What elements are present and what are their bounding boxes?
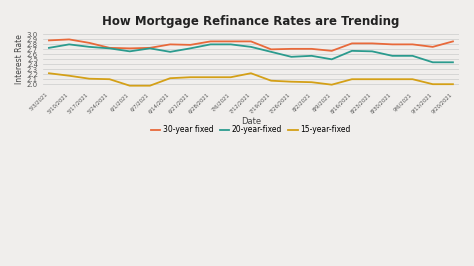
20-year-fixed	[349, 49, 355, 52]
15-year-fixed	[66, 74, 72, 77]
20-year-fixed	[430, 61, 436, 64]
30-year fixed	[46, 39, 52, 42]
Y-axis label: Interest Rate: Interest Rate	[15, 34, 24, 84]
20-year-fixed	[107, 47, 112, 50]
15-year-fixed	[127, 84, 133, 87]
15-year-fixed	[208, 76, 213, 79]
20-year-fixed	[289, 55, 294, 59]
Title: How Mortgage Refinance Rates are Trending: How Mortgage Refinance Rates are Trendin…	[102, 15, 400, 28]
15-year-fixed	[430, 82, 436, 86]
15-year-fixed	[309, 81, 314, 84]
30-year fixed	[127, 47, 133, 50]
20-year-fixed	[167, 50, 173, 53]
15-year-fixed	[289, 80, 294, 83]
15-year-fixed	[147, 84, 153, 87]
Legend: 30-year fixed, 20-year-fixed, 15-year-fixed: 30-year fixed, 20-year-fixed, 15-year-fi…	[148, 122, 354, 137]
20-year-fixed	[248, 45, 254, 48]
30-year fixed	[369, 42, 375, 45]
30-year fixed	[268, 48, 274, 51]
15-year-fixed	[107, 78, 112, 81]
20-year-fixed	[66, 43, 72, 46]
30-year fixed	[289, 47, 294, 51]
15-year-fixed	[167, 77, 173, 80]
15-year-fixed	[188, 76, 193, 79]
30-year fixed	[167, 43, 173, 46]
30-year fixed	[410, 43, 415, 46]
30-year fixed	[86, 41, 92, 44]
30-year fixed	[107, 46, 112, 49]
30-year fixed	[147, 46, 153, 49]
Line: 20-year-fixed: 20-year-fixed	[49, 44, 453, 62]
X-axis label: Date: Date	[241, 117, 261, 126]
30-year fixed	[349, 42, 355, 45]
20-year-fixed	[147, 47, 153, 50]
30-year fixed	[66, 38, 72, 41]
20-year-fixed	[188, 47, 193, 50]
30-year fixed	[208, 40, 213, 43]
15-year-fixed	[329, 83, 335, 86]
15-year-fixed	[86, 77, 92, 80]
Line: 15-year-fixed: 15-year-fixed	[49, 73, 453, 86]
15-year-fixed	[228, 76, 234, 79]
30-year fixed	[390, 43, 395, 46]
Line: 30-year fixed: 30-year fixed	[49, 39, 453, 51]
20-year-fixed	[86, 45, 92, 48]
15-year-fixed	[450, 82, 456, 86]
20-year-fixed	[208, 43, 213, 46]
20-year-fixed	[329, 58, 335, 61]
15-year-fixed	[46, 72, 52, 75]
20-year-fixed	[410, 54, 415, 57]
20-year-fixed	[268, 50, 274, 53]
20-year-fixed	[127, 50, 133, 53]
15-year-fixed	[248, 72, 254, 75]
20-year-fixed	[390, 54, 395, 57]
20-year-fixed	[450, 61, 456, 64]
15-year-fixed	[390, 78, 395, 81]
20-year-fixed	[228, 43, 234, 46]
20-year-fixed	[369, 50, 375, 53]
30-year fixed	[309, 47, 314, 51]
15-year-fixed	[268, 79, 274, 82]
30-year fixed	[329, 49, 335, 52]
15-year-fixed	[410, 78, 415, 81]
20-year-fixed	[46, 46, 52, 49]
30-year fixed	[228, 40, 234, 43]
30-year fixed	[248, 40, 254, 43]
20-year-fixed	[309, 54, 314, 57]
30-year fixed	[430, 45, 436, 48]
15-year-fixed	[349, 78, 355, 81]
30-year fixed	[450, 40, 456, 43]
30-year fixed	[188, 43, 193, 47]
15-year-fixed	[369, 78, 375, 81]
